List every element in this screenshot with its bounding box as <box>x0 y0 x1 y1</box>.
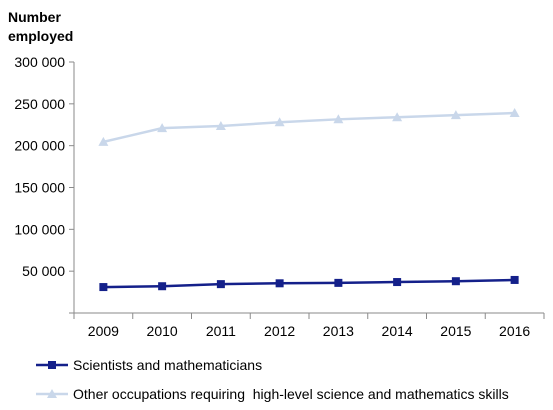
legend-marker-square <box>48 361 56 369</box>
legend-label-1: Scientists and mathematicians <box>73 357 262 373</box>
y-axis-label-line-1: Number <box>8 9 61 25</box>
y-tick-label: 150 000 <box>14 180 65 196</box>
x-tick-label: 2011 <box>206 323 236 339</box>
y-tick-label: 250 000 <box>14 96 65 112</box>
x-tick-label: 2013 <box>323 323 354 339</box>
data-point-square <box>99 283 108 292</box>
legend: Scientists and mathematicians Other occup… <box>36 357 509 402</box>
x-tick-label: 2015 <box>440 323 471 339</box>
x-tick-label: 2010 <box>147 323 178 339</box>
series-line-2 <box>103 111 515 144</box>
data-point-triangle <box>157 123 168 133</box>
y-axis-label-line-2: employed <box>8 28 73 44</box>
x-tick-label: 2012 <box>264 323 295 339</box>
legend-label-2: Other occupations requiring high-level s… <box>73 386 509 402</box>
data-point-triangle <box>333 114 344 124</box>
data-point-triangle <box>450 110 461 120</box>
y-tick-label: 300 000 <box>14 54 65 70</box>
legend-marker-triangle <box>47 389 57 398</box>
data-point-square <box>451 277 460 286</box>
data-point-square <box>158 282 167 291</box>
data-point-square <box>216 280 225 289</box>
data-point-triangle <box>98 136 109 146</box>
data-point-triangle <box>392 112 403 122</box>
x-tick-label: 2009 <box>88 323 119 339</box>
data-point-triangle <box>274 117 285 127</box>
y-tick-label: 50 000 <box>22 263 65 279</box>
x-tick-label: 2016 <box>499 323 530 339</box>
data-point-triangle <box>509 108 520 118</box>
data-point-square <box>393 278 402 287</box>
data-point-square <box>275 279 284 288</box>
data-point-square <box>510 275 519 284</box>
y-tick-label: 100 000 <box>14 221 65 237</box>
series-line-1 <box>103 278 515 289</box>
series-layer <box>98 108 520 292</box>
data-point-square <box>334 278 343 287</box>
x-ticks: 2009 2010 2011 2012 2013 2014 2015 2016 <box>73 313 545 339</box>
y-ticks: 50 000 100 000 150 000 200 000 250 000 300 00… <box>14 54 74 314</box>
y-tick-label: 200 000 <box>14 138 65 154</box>
data-point-triangle <box>215 121 226 131</box>
x-tick-label: 2014 <box>382 323 413 339</box>
